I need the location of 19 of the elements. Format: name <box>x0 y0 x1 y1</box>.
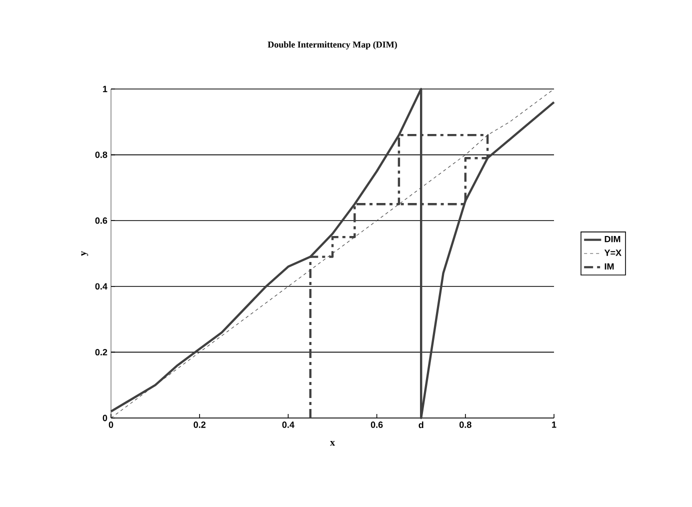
y-tick-label: 0.2 <box>95 349 108 356</box>
y-tick-label: 0.6 <box>95 217 108 224</box>
legend-label: Y=X <box>604 250 622 256</box>
legend-label: IM <box>604 263 614 270</box>
x-tick-label: 0.6 <box>370 422 383 428</box>
x-tick-label: 0.8 <box>460 422 472 428</box>
x-tick-label: 1 <box>552 422 556 428</box>
chart-title: Double Intermittency Map (DIM) <box>268 41 397 50</box>
x-tick-label: d <box>418 422 424 428</box>
y-tick-label: 0 <box>102 414 108 422</box>
x-axis-title: x <box>330 441 335 446</box>
x-tick-label: 0 <box>108 422 114 428</box>
y-axis-title: y <box>81 251 88 256</box>
y-tick-label: 0.4 <box>95 283 108 290</box>
y-tick-label: 1 <box>103 86 108 92</box>
x-tick-label: 0.4 <box>282 422 294 428</box>
y-tick-label: 0.8 <box>95 152 108 158</box>
x-tick-label: 0.2 <box>194 422 206 428</box>
legend-label: DIM <box>604 236 620 242</box>
